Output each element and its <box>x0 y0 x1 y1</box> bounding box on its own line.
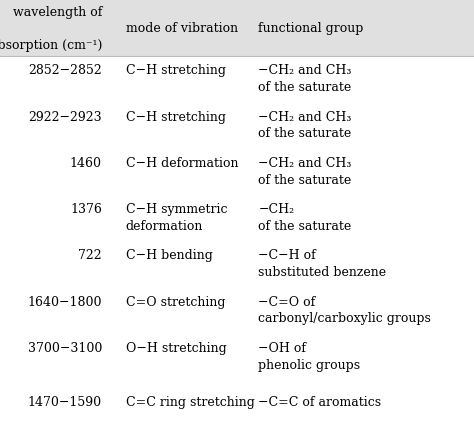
Text: deformation: deformation <box>126 220 203 233</box>
Text: C−H bending: C−H bending <box>126 249 212 262</box>
Text: wavelength of: wavelength of <box>12 6 102 20</box>
Text: 722: 722 <box>78 249 102 262</box>
Text: C=O stretching: C=O stretching <box>126 296 225 308</box>
Text: of the saturate: of the saturate <box>258 81 352 94</box>
Text: O−H stretching: O−H stretching <box>126 342 227 355</box>
Text: −OH of: −OH of <box>258 342 306 355</box>
Text: of the saturate: of the saturate <box>258 127 352 141</box>
Text: phenolic groups: phenolic groups <box>258 359 360 371</box>
Text: −CH₂ and CH₃: −CH₂ and CH₃ <box>258 157 352 170</box>
Text: 1460: 1460 <box>70 157 102 170</box>
Text: −C=O of: −C=O of <box>258 296 316 308</box>
Text: C−H symmetric: C−H symmetric <box>126 203 227 216</box>
Text: C−H deformation: C−H deformation <box>126 157 238 170</box>
Text: 1470−1590: 1470−1590 <box>28 396 102 409</box>
Bar <box>0 0 474 56</box>
Text: C=C ring stretching: C=C ring stretching <box>126 396 255 409</box>
Text: 1640−1800: 1640−1800 <box>27 296 102 308</box>
Text: of the saturate: of the saturate <box>258 220 352 233</box>
Text: absorption (cm⁻¹): absorption (cm⁻¹) <box>0 39 102 52</box>
Text: 2852−2852: 2852−2852 <box>28 64 102 78</box>
Text: −C−H of: −C−H of <box>258 249 316 262</box>
Text: of the saturate: of the saturate <box>258 174 352 187</box>
Text: 2922−2923: 2922−2923 <box>28 111 102 124</box>
Text: −CH₂ and CH₃: −CH₂ and CH₃ <box>258 111 352 124</box>
Text: substituted benzene: substituted benzene <box>258 266 386 279</box>
Text: mode of vibration: mode of vibration <box>126 22 238 35</box>
Text: functional group: functional group <box>258 22 364 35</box>
Text: carbonyl/carboxylic groups: carbonyl/carboxylic groups <box>258 312 431 325</box>
Text: 1376: 1376 <box>70 203 102 216</box>
Bar <box>0 56 474 426</box>
Text: C−H stretching: C−H stretching <box>126 111 226 124</box>
Text: −CH₂ and CH₃: −CH₂ and CH₃ <box>258 64 352 78</box>
Text: −CH₂: −CH₂ <box>258 203 294 216</box>
Text: −C=C of aromatics: −C=C of aromatics <box>258 396 382 409</box>
Text: C−H stretching: C−H stretching <box>126 64 226 78</box>
Text: 3700−3100: 3700−3100 <box>27 342 102 355</box>
